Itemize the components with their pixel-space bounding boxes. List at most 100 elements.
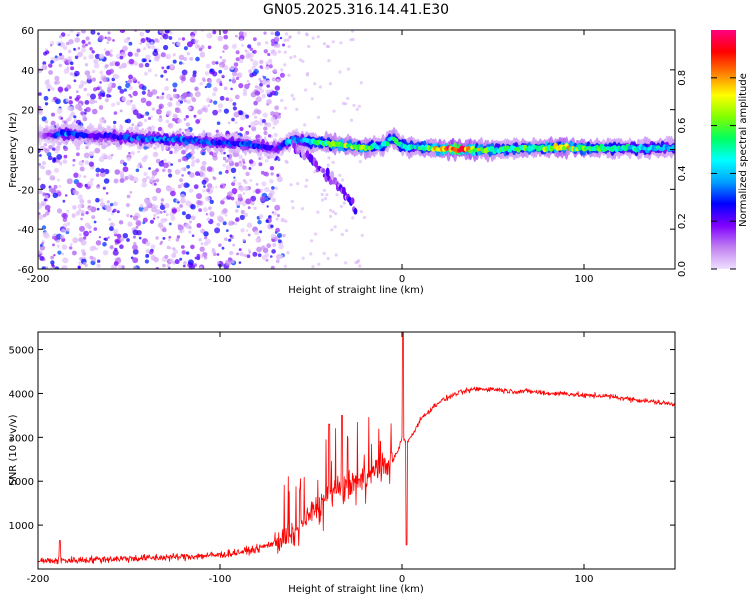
spectrogram-noise-point [149, 219, 154, 224]
spectrogram-noise-point [231, 78, 237, 84]
spectrogram-noise-point [194, 256, 198, 260]
spectrogram-noise-point [241, 158, 245, 162]
spectrogram-noise-point [66, 209, 70, 213]
spectrogram-noise-point [150, 115, 153, 118]
spectrogram-noise-point [290, 199, 294, 203]
spectrogram-noise-point [267, 134, 272, 138]
bottom-x-axis-label: Height of straight line (km) [288, 584, 424, 595]
spectrogram-noise-point [219, 56, 223, 59]
spectrogram-noise-point [179, 178, 184, 183]
spectrogram-noise-point [297, 31, 301, 35]
spectrogram-noise-point [255, 183, 259, 186]
spectrogram-noise-point [209, 211, 215, 217]
spectrogram-noise-point [258, 77, 262, 81]
spectrogram-noise-point [276, 78, 280, 83]
spectrogram-noise-point [172, 93, 178, 99]
spectrogram-noise-point [151, 107, 156, 111]
spectrogram-noise-point [212, 176, 216, 180]
spectrogram-noise-point [256, 41, 262, 47]
spectrogram-noise-point [44, 194, 49, 199]
spectrogram-noise-point [261, 202, 264, 206]
spectrogram-noise-point [334, 212, 338, 216]
spectrogram-noise-point [83, 87, 88, 92]
spectrogram-noise-point [184, 128, 188, 132]
spectrogram-noise-point [38, 67, 43, 74]
spectrogram-noise-point [161, 159, 164, 163]
spectrogram-noise-point [248, 159, 254, 164]
spectrogram-noise-point [283, 50, 287, 54]
spectrogram-noise-point [262, 112, 268, 118]
spectrogram-noise-point [200, 242, 204, 246]
spectrogram-noise-point [123, 162, 127, 167]
spectrogram-noise-point [173, 88, 177, 92]
colorbar-tick-label: 0.0 [677, 261, 688, 277]
spectrogram-noise-point [40, 145, 45, 150]
spectrogram-noise-point [44, 204, 51, 211]
spectrogram-noise-point [140, 165, 144, 169]
spectrogram-noise-point [234, 222, 238, 226]
spectrogram-noise-point [344, 102, 348, 106]
spectrogram-noise-point [141, 90, 146, 95]
spectrogram-noise-point [119, 30, 126, 34]
spectrogram-noise-point [156, 96, 160, 99]
spectrogram-noise-point [228, 220, 234, 226]
spectrogram-noise-point [81, 30, 86, 34]
spectrogram-noise-point [329, 214, 333, 218]
spectrogram-noise-point [292, 97, 296, 101]
spectrogram-noise-point [80, 217, 83, 221]
colorbar-tick-label: 0.6 [677, 118, 688, 134]
spectrogram-noise-point [112, 249, 119, 256]
top-x-axis-label: Height of straight line (km) [288, 285, 424, 296]
spectrogram-noise-point [216, 78, 222, 84]
spectrogram-noise-point [72, 163, 75, 167]
bottom-plot-frame [37, 331, 676, 570]
spectrogram-noise-point [162, 33, 169, 40]
spectrogram-noise-point [262, 171, 268, 176]
spectrogram-noise-point [94, 100, 98, 103]
spectrogram-noise-point [95, 173, 100, 177]
spectrogram-noise-point [284, 219, 288, 223]
spectrogram-noise-point [168, 173, 173, 178]
spectrogram-noise-point [203, 108, 209, 113]
spectrogram-noise-point [82, 261, 87, 266]
spectrogram-noise-point [110, 245, 114, 249]
spectrogram-noise-point [66, 84, 72, 90]
spectrogram-noise-point [180, 182, 184, 186]
spectrogram-noise-point [109, 62, 114, 67]
spectrogram-noise-point [253, 206, 257, 210]
spectrogram-noise-point [110, 202, 114, 207]
spectrogram-noise-point [88, 54, 94, 60]
spectrogram-noise-point [274, 85, 280, 91]
spectrogram-noise-point [171, 253, 177, 258]
spectrogram-noise-point [173, 150, 178, 154]
spectrogram-noise-point [174, 259, 180, 265]
spectrogram-noise-point [274, 31, 281, 37]
spectrogram-noise-point [90, 177, 94, 182]
spectrogram-noise-point [204, 71, 210, 76]
spectrogram-noise-point [52, 243, 55, 247]
spectrogram-noise-point [298, 58, 302, 62]
spectrogram-noise-point [118, 220, 124, 225]
spectrogram-noise-point [265, 219, 269, 223]
spectrogram-noise-point [62, 45, 68, 50]
spectrogram-noise-point [38, 214, 44, 220]
spectrogram-noise-point [157, 222, 163, 228]
spectrogram-noise-point [326, 163, 330, 167]
spectrogram-noise-point [119, 55, 124, 60]
spectrogram-noise-point [96, 263, 101, 268]
spectrogram-noise-point [163, 158, 167, 162]
spectrogram-noise-point [326, 256, 330, 261]
spectrogram-noise-point [71, 213, 76, 219]
spectrogram-noise-point [253, 68, 259, 75]
spectrogram-noise-point [251, 126, 257, 132]
spectrogram-noise-point [232, 102, 237, 106]
spectrogram-noise-point [136, 113, 143, 119]
spectrogram-noise-point [143, 118, 148, 123]
spectrogram-noise-point [254, 90, 260, 96]
spectrogram-noise-point [225, 169, 229, 174]
spectrogram-noise-point [62, 213, 68, 219]
spectrogram-noise-point [198, 238, 202, 242]
spectrogram-noise-point [322, 42, 327, 46]
spectrogram-noise-point [188, 188, 194, 193]
spectrogram-noise-point [159, 115, 162, 119]
